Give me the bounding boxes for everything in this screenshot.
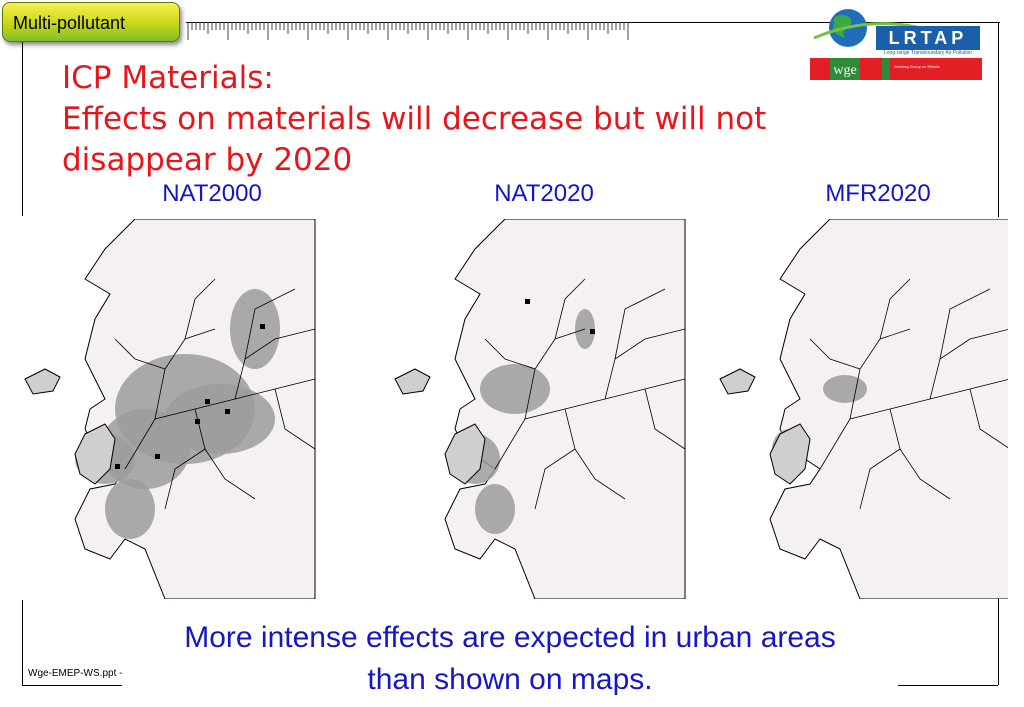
caption-line-1: More intense effects are expected in urb… [184, 621, 836, 654]
island-shape [74, 423, 116, 485]
country-border [644, 388, 686, 450]
effect-hotspot [195, 419, 200, 424]
effect-hotspot [205, 399, 210, 404]
country-border [889, 408, 951, 500]
country-border [554, 278, 586, 340]
country-border [114, 338, 166, 370]
map-nat2020 [394, 219, 686, 599]
page-title: ICP Materials: Effects on materials will… [62, 58, 882, 181]
ruler-scale [187, 22, 629, 40]
frame-left-bottom-line [22, 600, 23, 685]
country-border [564, 408, 626, 500]
lrtap-text: LRTAP [889, 28, 968, 48]
effect-area [823, 375, 867, 403]
wge-detail: Working Group on Effects [894, 64, 940, 69]
effect-area [475, 484, 515, 534]
effect-area [105, 479, 155, 539]
title-line-3: disappear by 2020 [62, 142, 353, 178]
lrtap-subtitle: Long-range Transboundary Air Pollution [884, 50, 972, 56]
country-border [234, 328, 316, 400]
country-border [929, 329, 1008, 400]
country-border [194, 408, 256, 500]
map-label-nat2020: NAT2020 [494, 180, 594, 207]
effect-hotspot [260, 324, 265, 329]
effect-area [230, 289, 280, 369]
map-nat2000 [24, 219, 316, 599]
country-border [859, 448, 901, 510]
country-border [524, 328, 586, 420]
country-border [484, 338, 536, 370]
country-border [244, 288, 296, 360]
wge-text: wge [833, 63, 856, 78]
country-border [494, 378, 686, 470]
island-shape [719, 368, 756, 395]
urban-effects-caption: More intense effects are expected in urb… [100, 617, 920, 701]
country-border [939, 288, 991, 360]
country-border [164, 448, 206, 510]
island-shape [769, 423, 811, 485]
frame-bottom-line [22, 685, 122, 686]
lrtap-wge-logo: LRTAP Long-range Transboundary Air Pollu… [810, 4, 982, 82]
frame-right-bottom-line [998, 598, 999, 685]
multi-pollutant-tag: Multi-pollutant [2, 2, 180, 42]
country-border [879, 278, 911, 340]
country-border [534, 448, 576, 510]
country-border [849, 328, 911, 420]
country-border [274, 388, 316, 450]
caption-line-2: than shown on maps. [367, 663, 653, 696]
effect-hotspot [155, 454, 160, 459]
title-line-2: Effects on materials will decrease but w… [62, 101, 767, 137]
effect-hotspot [225, 409, 230, 414]
country-border [124, 378, 316, 470]
country-border [154, 328, 216, 420]
frame-left-line [22, 40, 23, 216]
frame-top-line [630, 22, 1000, 23]
country-border [819, 379, 1008, 470]
effect-hotspot [115, 464, 120, 469]
frame-bottom-line-right [898, 685, 998, 686]
island-shape [394, 368, 431, 395]
country-border [614, 288, 666, 360]
frame-right-tick [978, 22, 998, 23]
map-label-nat2000: NAT2000 [162, 180, 262, 207]
effect-hotspot [525, 299, 530, 304]
island-shape [444, 423, 486, 485]
country-border [184, 278, 216, 340]
effect-hotspot [590, 329, 595, 334]
frame-right-line [998, 22, 999, 217]
map-label-mfr2020: MFR2020 [825, 180, 931, 207]
title-line-1: ICP Materials: [62, 60, 274, 96]
effect-area [480, 364, 550, 414]
country-border [969, 388, 1008, 449]
effect-area [165, 384, 275, 454]
country-border [604, 328, 686, 400]
map-mfr2020 [719, 219, 1008, 599]
island-shape [24, 368, 61, 395]
footer-filename: Wge-EMEP-WS.ppt - [28, 668, 123, 679]
country-border [809, 338, 861, 370]
